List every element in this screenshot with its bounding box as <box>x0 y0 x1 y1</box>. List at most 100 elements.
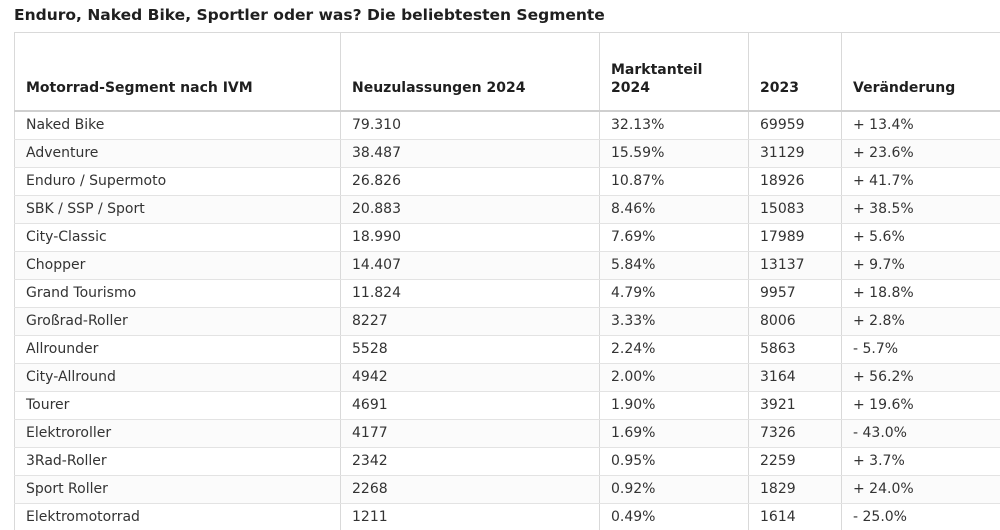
table-row: City-Classic 18.990 7.69% 17989 + 5.6% <box>14 223 1000 252</box>
cell-segment: Enduro / Supermoto <box>14 167 341 196</box>
header-row: Motorrad-Segment nach IVM Neuzulassungen… <box>14 32 1000 112</box>
cell-change: + 18.8% <box>841 279 1000 308</box>
cell-registrations-2024: 14.407 <box>340 251 600 280</box>
cell-change: + 2.8% <box>841 307 1000 336</box>
cell-segment: Chopper <box>14 251 341 280</box>
cell-2023: 3164 <box>748 363 842 392</box>
cell-market-share-2024: 2.00% <box>599 363 749 392</box>
cell-segment: City-Allround <box>14 363 341 392</box>
cell-change: + 23.6% <box>841 139 1000 168</box>
table-row: Adventure 38.487 15.59% 31129 + 23.6% <box>14 139 1000 168</box>
table-row: Tourer 4691 1.90% 3921 + 19.6% <box>14 391 1000 420</box>
header-change: Veränderung <box>841 32 1000 112</box>
cell-segment: SBK / SSP / Sport <box>14 195 341 224</box>
header-market-share-2024: Marktanteil 2024 <box>599 32 749 112</box>
cell-segment: Tourer <box>14 391 341 420</box>
cell-segment: 3Rad-Roller <box>14 447 341 476</box>
cell-market-share-2024: 8.46% <box>599 195 749 224</box>
cell-change: + 5.6% <box>841 223 1000 252</box>
table-row: SBK / SSP / Sport 20.883 8.46% 15083 + 38.5% <box>14 195 1000 224</box>
cell-change: + 9.7% <box>841 251 1000 280</box>
cell-registrations-2024: 18.990 <box>340 223 600 252</box>
cell-2023: 8006 <box>748 307 842 336</box>
table-header: Motorrad-Segment nach IVM Neuzulassungen… <box>14 32 1000 112</box>
segments-table: Motorrad-Segment nach IVM Neuzulassungen… <box>14 32 1000 530</box>
cell-market-share-2024: 0.95% <box>599 447 749 476</box>
cell-change: - 43.0% <box>841 419 1000 448</box>
table-row: Enduro / Supermoto 26.826 10.87% 18926 + 41.… <box>14 167 1000 196</box>
cell-2023: 1614 <box>748 503 842 530</box>
table-body: Naked Bike 79.310 32.13% 69959 + 13.4% Advent… <box>14 111 1000 530</box>
cell-2023: 13137 <box>748 251 842 280</box>
cell-change: - 25.0% <box>841 503 1000 530</box>
header-segment: Motorrad-Segment nach IVM <box>14 32 341 112</box>
cell-2023: 7326 <box>748 419 842 448</box>
table-row: Großrad-Roller 8227 3.33% 8006 + 2.8% <box>14 307 1000 336</box>
cell-market-share-2024: 32.13% <box>599 111 749 140</box>
table-row: Grand Tourismo 11.824 4.79% 9957 + 18.8% <box>14 279 1000 308</box>
cell-change: - 5.7% <box>841 335 1000 364</box>
table-row: Elektromotorrad 1211 0.49% 1614- 25.0% <box>14 503 1000 530</box>
header-2023: 2023 <box>748 32 842 112</box>
header-registrations-2024: Neuzulassungen 2024 <box>340 32 600 112</box>
cell-segment: Großrad-Roller <box>14 307 341 336</box>
cell-segment: Allrounder <box>14 335 341 364</box>
cell-2023: 3921 <box>748 391 842 420</box>
cell-2023: 18926 <box>748 167 842 196</box>
cell-registrations-2024: 5528 <box>340 335 600 364</box>
cell-segment: Sport Roller <box>14 475 341 504</box>
cell-registrations-2024: 8227 <box>340 307 600 336</box>
table-row: Naked Bike 79.310 32.13% 69959 + 13.4% <box>14 111 1000 140</box>
cell-market-share-2024: 10.87% <box>599 167 749 196</box>
cell-segment: City-Classic <box>14 223 341 252</box>
cell-change: + 19.6% <box>841 391 1000 420</box>
cell-2023: 69959 <box>748 111 842 140</box>
cell-market-share-2024: 7.69% <box>599 223 749 252</box>
cell-registrations-2024: 2268 <box>340 475 600 504</box>
cell-registrations-2024: 4942 <box>340 363 600 392</box>
table-row: Chopper 14.407 5.84% 13137 + 9.7% <box>14 251 1000 280</box>
cell-segment: Elektromotorrad <box>14 503 341 530</box>
cell-change: + 38.5% <box>841 195 1000 224</box>
cell-2023: 1829 <box>748 475 842 504</box>
cell-2023: 2259 <box>748 447 842 476</box>
cell-registrations-2024: 20.883 <box>340 195 600 224</box>
cell-segment: Adventure <box>14 139 341 168</box>
cell-market-share-2024: 1.90% <box>599 391 749 420</box>
cell-registrations-2024: 1211 <box>340 503 600 530</box>
cell-registrations-2024: 26.826 <box>340 167 600 196</box>
cell-change: + 41.7% <box>841 167 1000 196</box>
table-row: 3Rad-Roller 2342 0.95% 2259 + 3.7% <box>14 447 1000 476</box>
cell-market-share-2024: 0.49% <box>599 503 749 530</box>
cell-registrations-2024: 11.824 <box>340 279 600 308</box>
cell-market-share-2024: 15.59% <box>599 139 749 168</box>
cell-market-share-2024: 5.84% <box>599 251 749 280</box>
cell-change: + 3.7% <box>841 447 1000 476</box>
cell-2023: 17989 <box>748 223 842 252</box>
cell-registrations-2024: 38.487 <box>340 139 600 168</box>
cell-change: + 56.2% <box>841 363 1000 392</box>
cell-market-share-2024: 4.79% <box>599 279 749 308</box>
table-row: Sport Roller 2268 0.92% 1829 + 24.0% <box>14 475 1000 504</box>
table-row: Allrounder 5528 2.24% 5863- 5.7% <box>14 335 1000 364</box>
cell-2023: 15083 <box>748 195 842 224</box>
cell-2023: 9957 <box>748 279 842 308</box>
page-title: Enduro, Naked Bike, Sportler oder was? D… <box>14 6 605 24</box>
cell-market-share-2024: 0.92% <box>599 475 749 504</box>
cell-registrations-2024: 4691 <box>340 391 600 420</box>
cell-market-share-2024: 3.33% <box>599 307 749 336</box>
table-row: Elektroroller 4177 1.69% 7326- 43.0% <box>14 419 1000 448</box>
cell-market-share-2024: 1.69% <box>599 419 749 448</box>
cell-segment: Grand Tourismo <box>14 279 341 308</box>
cell-registrations-2024: 2342 <box>340 447 600 476</box>
cell-segment: Elektroroller <box>14 419 341 448</box>
cell-change: + 24.0% <box>841 475 1000 504</box>
cell-market-share-2024: 2.24% <box>599 335 749 364</box>
cell-2023: 5863 <box>748 335 842 364</box>
cell-segment: Naked Bike <box>14 111 341 140</box>
cell-registrations-2024: 4177 <box>340 419 600 448</box>
cell-registrations-2024: 79.310 <box>340 111 600 140</box>
cell-change: + 13.4% <box>841 111 1000 140</box>
table-row: City-Allround 4942 2.00% 3164 + 56.2% <box>14 363 1000 392</box>
